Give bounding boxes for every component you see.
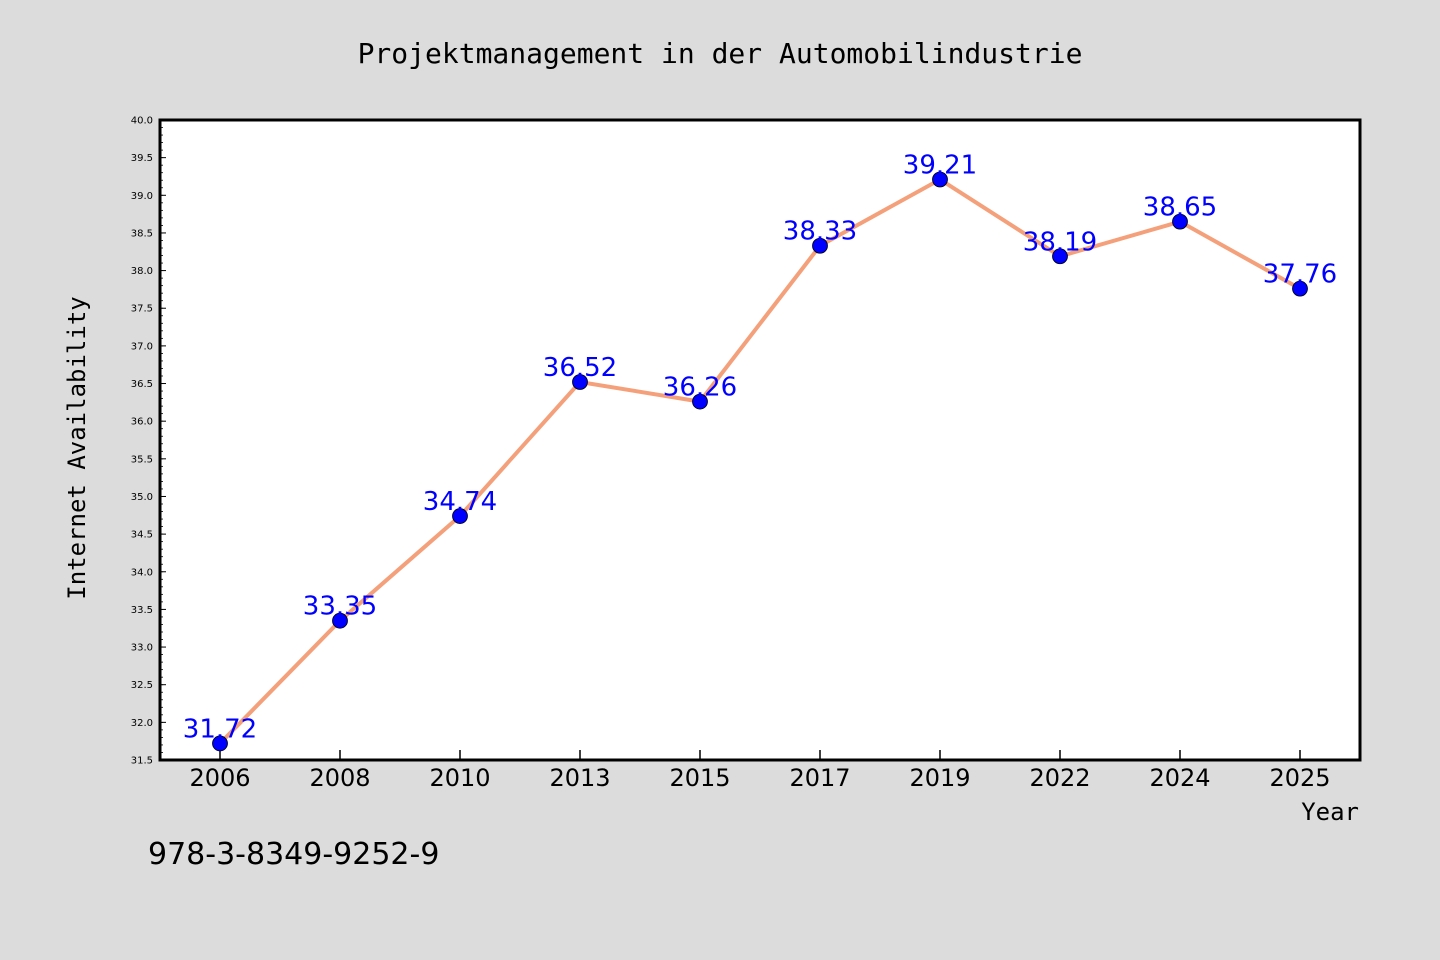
y-tick-label: 35.0 bbox=[131, 492, 153, 503]
y-axis-ticks: 31.5 32.0 32.5 33.0 33.5 34.0 34.5 35.0 35.5 36.0… bbox=[131, 116, 166, 767]
x-axis-label: Year bbox=[1301, 798, 1359, 826]
data-label: 33.35 bbox=[303, 592, 377, 622]
data-point bbox=[692, 393, 708, 410]
y-tick-label: 40.0 bbox=[131, 116, 153, 127]
data-label: 36.26 bbox=[663, 373, 737, 403]
x-tick-label: 2010 bbox=[429, 764, 490, 792]
plot-frame bbox=[158, 118, 1362, 762]
series-line bbox=[218, 177, 1302, 746]
data-label: 34.74 bbox=[423, 487, 497, 517]
data-point bbox=[212, 735, 228, 752]
chart-title: Projektmanagement in der Automobilindust… bbox=[358, 37, 1083, 70]
data-point bbox=[452, 508, 468, 524]
y-tick-label: 35.5 bbox=[131, 454, 153, 465]
y-tick-label: 33.5 bbox=[131, 605, 153, 616]
y-tick-label: 32.5 bbox=[131, 680, 153, 691]
x-tick-label: 2025 bbox=[1269, 764, 1330, 792]
data-point bbox=[1292, 280, 1308, 297]
data-label: 38.19 bbox=[1023, 227, 1097, 257]
y-tick-label: 37.5 bbox=[131, 304, 153, 315]
data-label: 38.65 bbox=[1143, 193, 1217, 223]
y-tick-label: 33.0 bbox=[131, 643, 153, 654]
series-layer: 31.72 33.35 34.74 36.52 36.26 38.33 39.21 38.19… bbox=[183, 150, 1337, 752]
data-label: 39.21 bbox=[903, 150, 977, 180]
x-tick-label: 2006 bbox=[189, 764, 250, 792]
data-label: 31.72 bbox=[183, 714, 257, 744]
y-tick-label: 36.5 bbox=[131, 379, 153, 390]
data-point bbox=[572, 374, 588, 390]
data-point bbox=[332, 612, 348, 629]
data-label: 36.52 bbox=[543, 353, 617, 383]
x-tick-label: 2019 bbox=[909, 764, 970, 792]
x-tick-label: 2015 bbox=[669, 764, 730, 792]
isbn-text: 978-3-8349-9252-9 bbox=[148, 837, 439, 872]
x-axis-ticks: 2006 2008 2010 2013 2015 2017 2019 2022 2024 2025 bbox=[189, 750, 1331, 792]
y-tick-label: 38.0 bbox=[131, 266, 153, 277]
x-tick-label: 2013 bbox=[549, 764, 610, 792]
data-label: 38.33 bbox=[783, 217, 857, 247]
x-tick-label: 2022 bbox=[1029, 764, 1090, 792]
x-tick-label: 2017 bbox=[789, 764, 850, 792]
y-tick-label: 37.0 bbox=[131, 341, 153, 352]
y-tick-label: 34.0 bbox=[131, 567, 153, 578]
data-point bbox=[932, 171, 948, 188]
x-tick-label: 2008 bbox=[309, 764, 370, 792]
y-tick-label: 36.0 bbox=[131, 417, 153, 428]
y-tick-label: 39.5 bbox=[131, 153, 153, 164]
y-tick-label: 31.5 bbox=[131, 756, 153, 767]
y-tick-label: 39.0 bbox=[131, 191, 153, 202]
y-tick-label: 32.0 bbox=[131, 718, 153, 729]
data-label: 37.76 bbox=[1263, 260, 1337, 290]
data-point bbox=[812, 237, 828, 254]
y-axis-label: Internet Availability bbox=[63, 296, 91, 599]
data-point bbox=[1052, 248, 1068, 265]
y-tick-label: 38.5 bbox=[131, 228, 153, 239]
data-point bbox=[1172, 213, 1188, 230]
y-tick-label: 34.5 bbox=[131, 530, 153, 541]
x-tick-label: 2024 bbox=[1149, 764, 1210, 792]
